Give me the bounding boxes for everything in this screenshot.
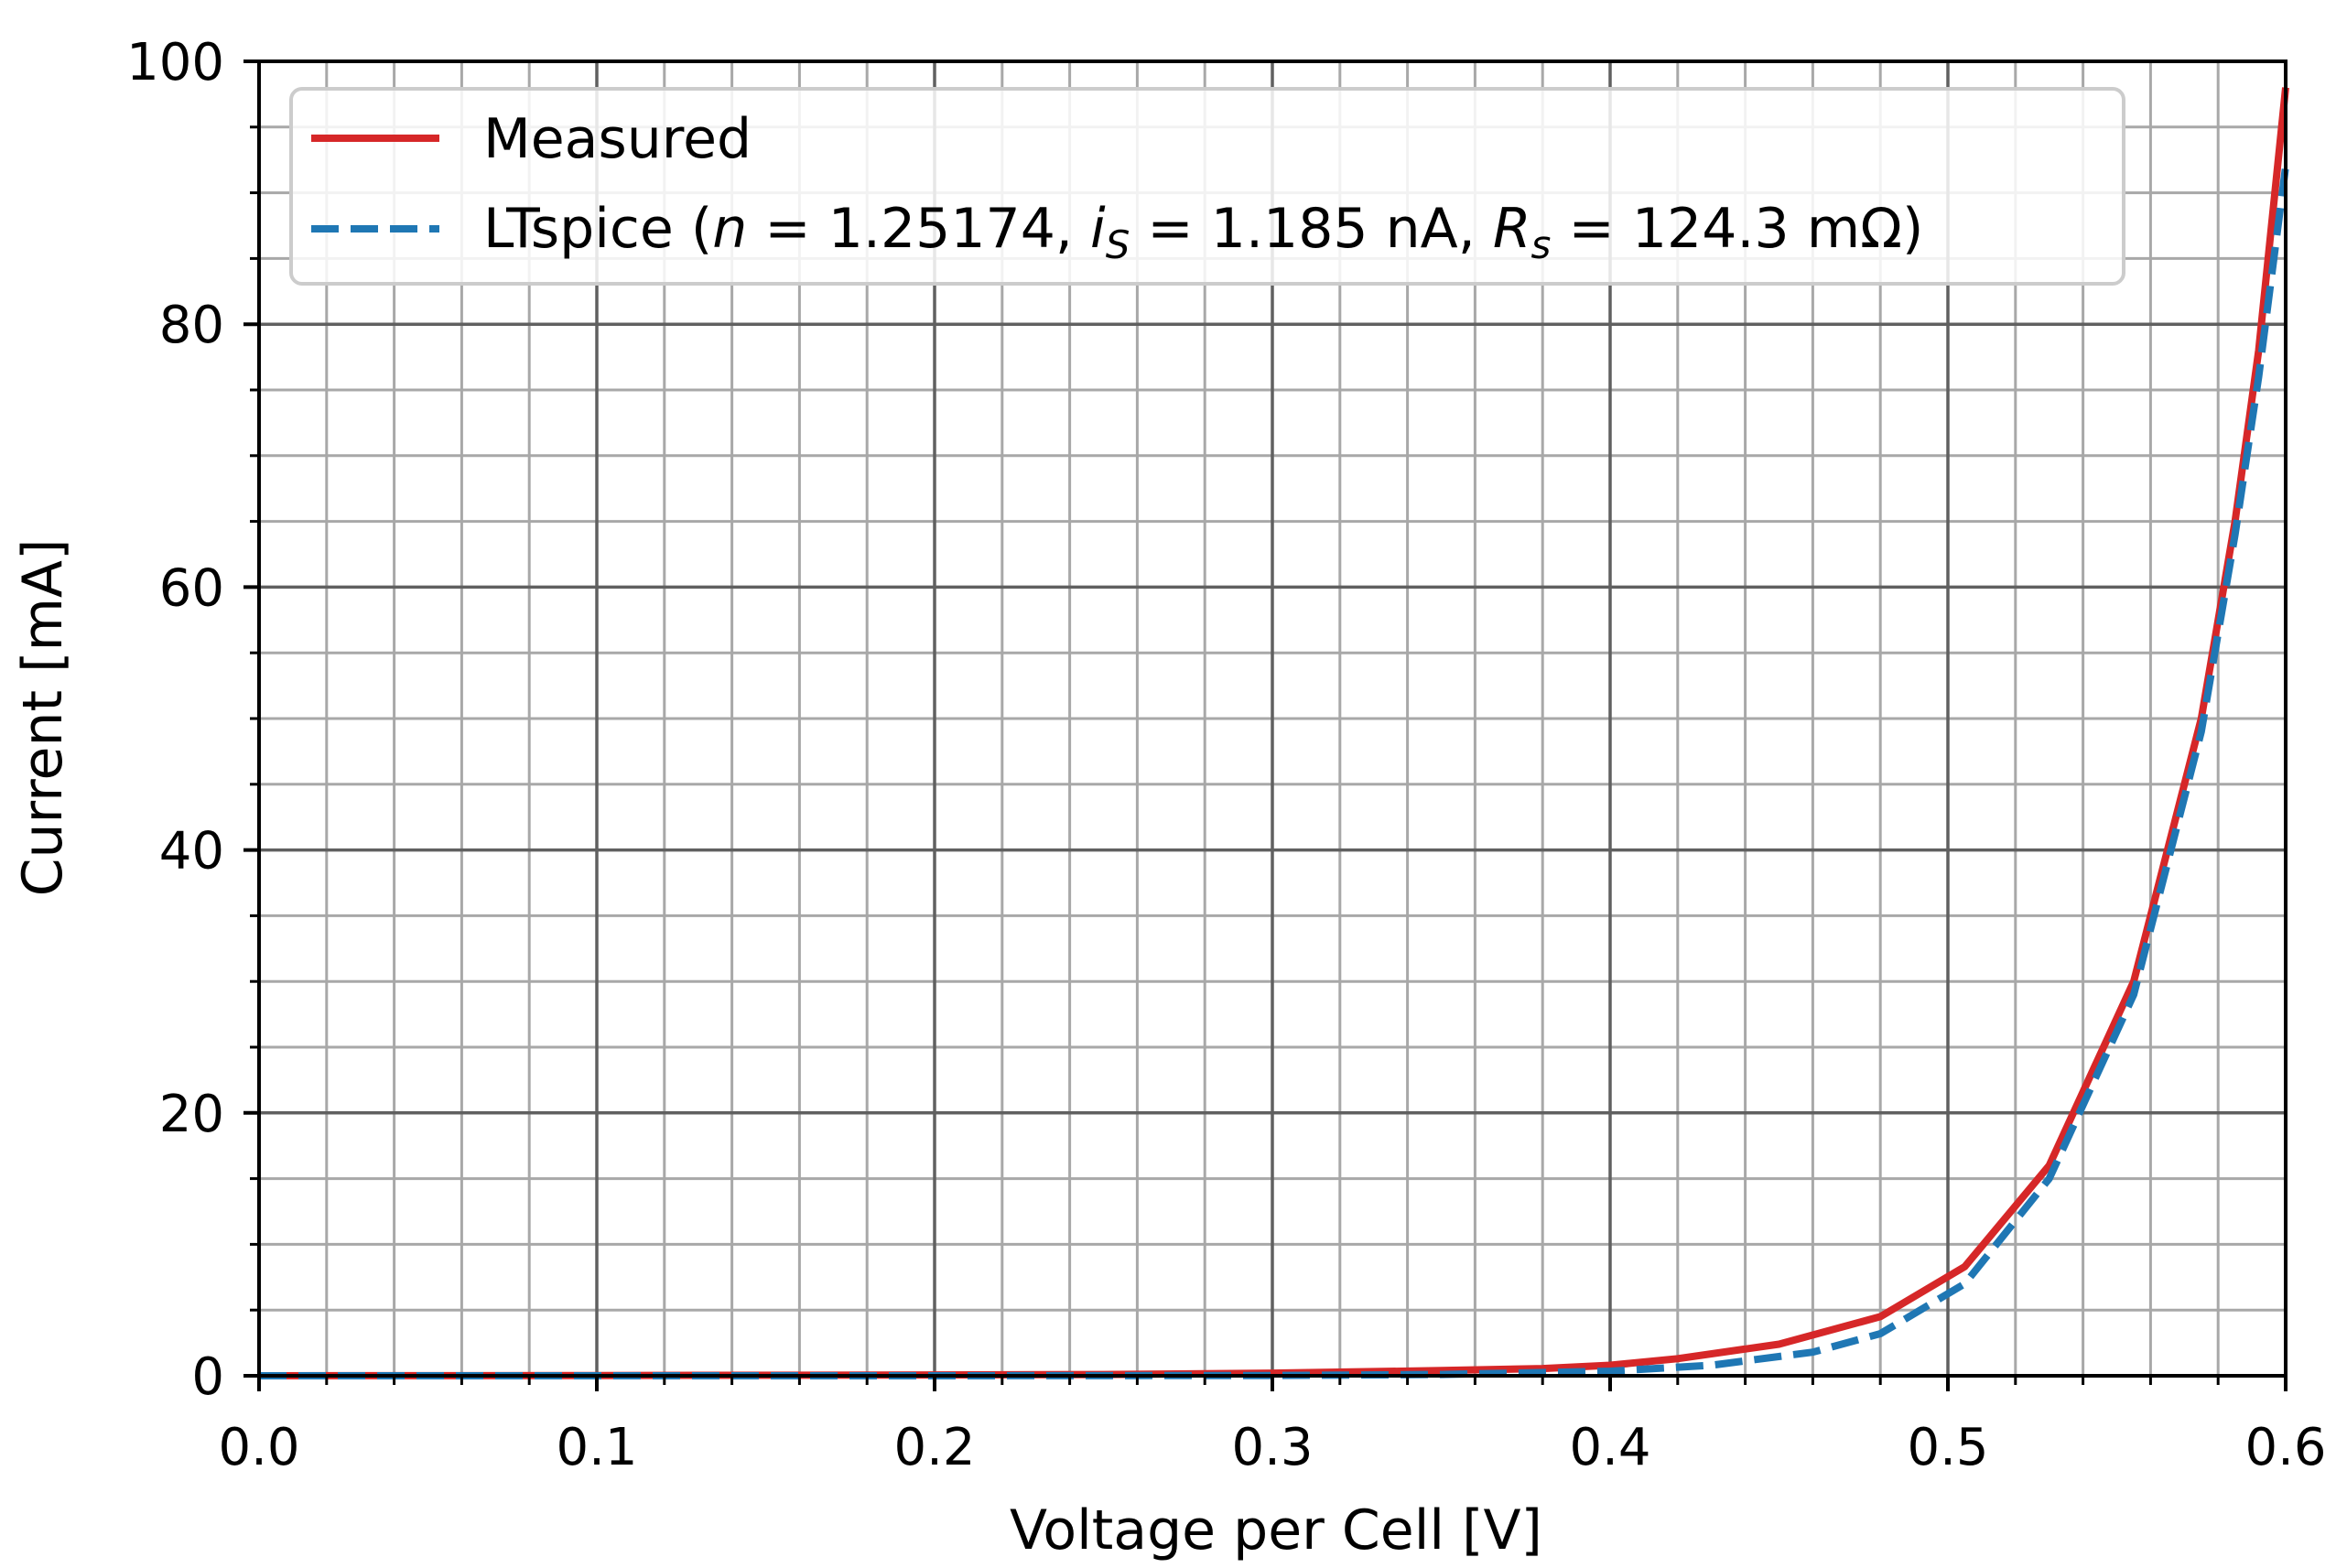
x-tick-label: 0.0 [218,1418,299,1477]
legend-rs-symbol: R [1493,197,1531,261]
legend-is-value: = 1.185 nA, [1130,197,1492,261]
legend: Measured LTspice (n = 1.25174, iS = 1.18… [289,87,2125,286]
y-tick-label: 20 [159,1085,224,1144]
legend-measured-label: Measured [483,107,752,171]
legend-ltspice-prefix: LTspice ( [483,197,712,261]
y-tick-label: 80 [159,296,224,355]
y-axis-label: Current [mA] [11,539,75,897]
x-tick-label: 0.3 [1231,1418,1313,1477]
axis-ticks [243,59,2288,1391]
y-tick-label: 40 [159,822,224,881]
legend-is-subscript: S [1106,222,1130,267]
legend-box [289,87,2125,286]
x-axis-label: Voltage per Cell [V] [1010,1498,1542,1563]
legend-ltspice-label: LTspice (n = 1.25174, iS = 1.185 nA, Rs … [483,197,1923,267]
x-tick-label: 0.4 [1569,1418,1650,1477]
x-tick-label: 0.2 [893,1418,975,1477]
x-tick-label: 0.6 [2244,1418,2326,1477]
legend-n-value: = 1.25174, [747,197,1090,261]
y-tick-label: 0 [191,1347,224,1407]
legend-rs-subscript: s [1531,222,1552,267]
y-tick-label: 60 [159,558,224,618]
x-tick-label: 0.1 [556,1418,637,1477]
y-tick-label: 100 [126,33,224,92]
axis-tick-labels: 0.0 0.1 0.2 0.3 0.4 0.5 0.6 0 20 40 60 80 100 [126,33,2326,1477]
legend-is-symbol: i [1090,197,1106,261]
x-tick-label: 0.5 [1907,1418,1988,1477]
legend-rs-value: = 124.3 mΩ) [1551,197,1923,261]
legend-n-symbol: n [712,197,747,261]
